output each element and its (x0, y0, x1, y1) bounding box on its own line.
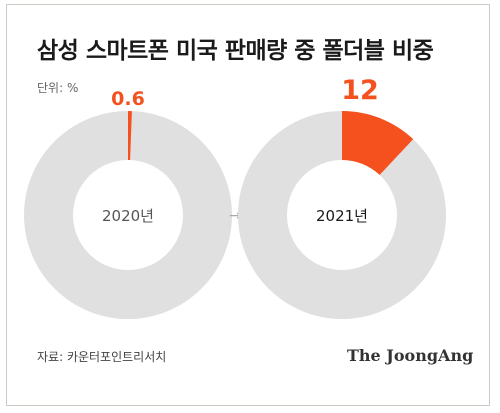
value-label-2021: 12 (341, 75, 379, 106)
donut-slice-2021 (342, 111, 414, 175)
year-label-2020: 2020년 (102, 207, 154, 225)
unit-label: 단위: % (37, 81, 79, 95)
chart-title: 삼성 스마트폰 미국 판매량 중 폴더블 비중 (37, 38, 434, 64)
value-label-2020: 0.6 (111, 88, 145, 110)
brand-logo: The JoongAng (347, 346, 474, 365)
donut-2021: 12 2021년 (238, 75, 446, 319)
donut-slice-2020 (128, 111, 132, 161)
year-label-2021: 2021년 (316, 207, 368, 225)
source-label: 자료: 카운터포인트리서치 (37, 350, 167, 364)
donut-2020: 0.6 2020년 (24, 88, 232, 319)
